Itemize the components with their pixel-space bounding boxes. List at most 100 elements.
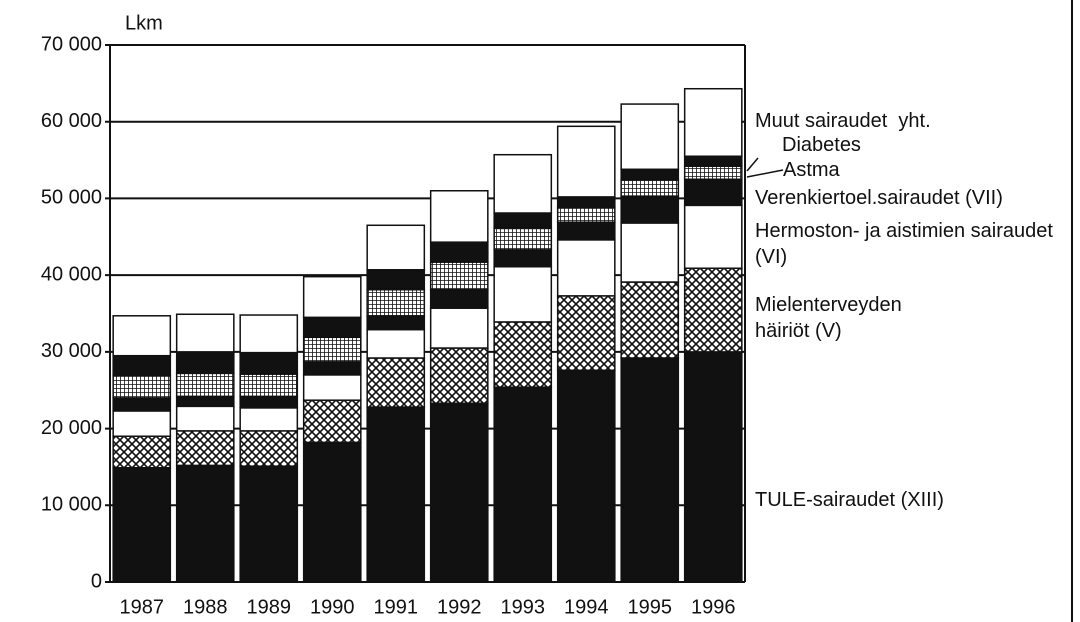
- bar-segment: [366, 224, 426, 271]
- bar-segment: [239, 314, 299, 354]
- bar-segment: [620, 168, 680, 181]
- bar-segment: [620, 281, 680, 359]
- bar-segment: [302, 361, 362, 376]
- x-tick-label: 1992: [437, 596, 482, 618]
- bar-segment: [366, 269, 426, 291]
- bar-segment: [366, 406, 426, 583]
- bar-segment: [493, 153, 553, 214]
- bar-segment: [683, 204, 743, 269]
- bar-segment: [112, 374, 172, 399]
- bar-segment: [175, 430, 235, 467]
- bar-segment: [429, 402, 489, 583]
- x-tick-label: 1989: [247, 596, 292, 618]
- bar-segment: [683, 165, 743, 181]
- bar-segment: [493, 386, 553, 583]
- leader-line: [746, 169, 784, 178]
- bar-segment: [175, 372, 235, 398]
- y-axis-label: Lkm: [125, 12, 163, 34]
- bar-segment: [620, 179, 680, 197]
- bar-segment: [620, 222, 680, 283]
- x-tick-label: 1988: [183, 596, 228, 618]
- bar-segment: [239, 407, 299, 432]
- bar-segment: [175, 405, 235, 432]
- legend-entry: Diabetes: [782, 134, 861, 156]
- bar-segment: [683, 155, 743, 167]
- bar-segment: [175, 351, 235, 375]
- legend-entry: Mielenterveyden häiriöt (V): [755, 294, 902, 342]
- bar-segment: [556, 196, 616, 209]
- bar-segment: [429, 347, 489, 405]
- bar-segment: [175, 395, 235, 408]
- bar-segment: [302, 316, 362, 339]
- bar-segment: [239, 373, 299, 398]
- legend-entry: Hermoston- ja aistimien sairaudet (VI): [755, 220, 1053, 268]
- x-tick-label: 1991: [374, 596, 419, 618]
- bar-segment: [620, 357, 680, 583]
- bar-segment: [556, 239, 616, 297]
- bar-segment: [302, 275, 362, 319]
- bar-segment: [556, 221, 616, 241]
- bar-segment: [429, 190, 489, 243]
- bar-segment: [429, 261, 489, 291]
- bar-segment: [493, 212, 553, 230]
- y-tick-label: 40 000: [41, 263, 102, 285]
- bar-segment: [239, 430, 299, 467]
- bar-segment: [239, 351, 299, 375]
- bar-segment: [556, 295, 616, 372]
- x-tick-label: 1995: [628, 596, 673, 618]
- bar-segment: [302, 441, 362, 583]
- bar-segment: [302, 374, 362, 401]
- y-tick-label: 30 000: [41, 340, 102, 362]
- legend-entry: Verenkiertoel.sairaudet (VII): [755, 187, 1003, 209]
- bar-segment: [366, 328, 426, 359]
- bar-segment: [112, 354, 172, 377]
- bar-segment: [493, 227, 553, 251]
- y-tick-label: 10 000: [41, 494, 102, 516]
- bar-segment: [429, 241, 489, 263]
- bar-segment: [239, 395, 299, 409]
- bar-segment: [493, 321, 553, 388]
- bar-segment: [112, 315, 172, 357]
- bar-segment: [556, 125, 616, 198]
- bar-segment: [620, 103, 680, 171]
- y-tick-label: 60 000: [41, 110, 102, 132]
- legend-entry: TULE-sairaudet (XIII): [755, 489, 944, 511]
- x-tick-label: 1996: [691, 596, 736, 618]
- bar-segment: [429, 307, 489, 349]
- bar-segment: [112, 435, 172, 469]
- x-tick-label: 1994: [564, 596, 609, 618]
- bar-segment: [302, 399, 362, 444]
- bar-segment: [175, 464, 235, 583]
- legend-entry: Muut sairaudet yht.: [755, 110, 931, 132]
- bar-segment: [556, 206, 616, 223]
- bar-segment: [683, 178, 743, 207]
- x-tick-label: 1993: [501, 596, 546, 618]
- bar-segment: [366, 288, 426, 317]
- y-tick-label: 20 000: [41, 417, 102, 439]
- bar-segment: [366, 357, 426, 408]
- y-tick-label: 50 000: [41, 187, 102, 209]
- bar-segment: [683, 351, 743, 583]
- bar-segment: [493, 265, 553, 323]
- bar-segment: [493, 249, 553, 268]
- bar-segment: [112, 466, 172, 583]
- y-tick-label: 0: [91, 570, 102, 592]
- y-tick-label: 70 000: [41, 33, 102, 55]
- x-tick-label: 1990: [310, 596, 355, 618]
- x-tick-label: 1987: [120, 596, 165, 618]
- legend-entry: Astma: [783, 159, 840, 181]
- bar-segment: [366, 315, 426, 331]
- bar-segment: [683, 267, 743, 353]
- bar-segment: [175, 313, 235, 353]
- leader-line: [746, 157, 759, 172]
- bar-segment: [683, 87, 743, 157]
- bar-segment: [620, 195, 680, 224]
- bar-segment: [112, 397, 172, 412]
- bar-segment: [556, 369, 616, 583]
- bar-segment: [239, 465, 299, 583]
- bar-segment: [302, 336, 362, 363]
- bar-segment: [429, 288, 489, 309]
- bar-segment: [112, 410, 172, 437]
